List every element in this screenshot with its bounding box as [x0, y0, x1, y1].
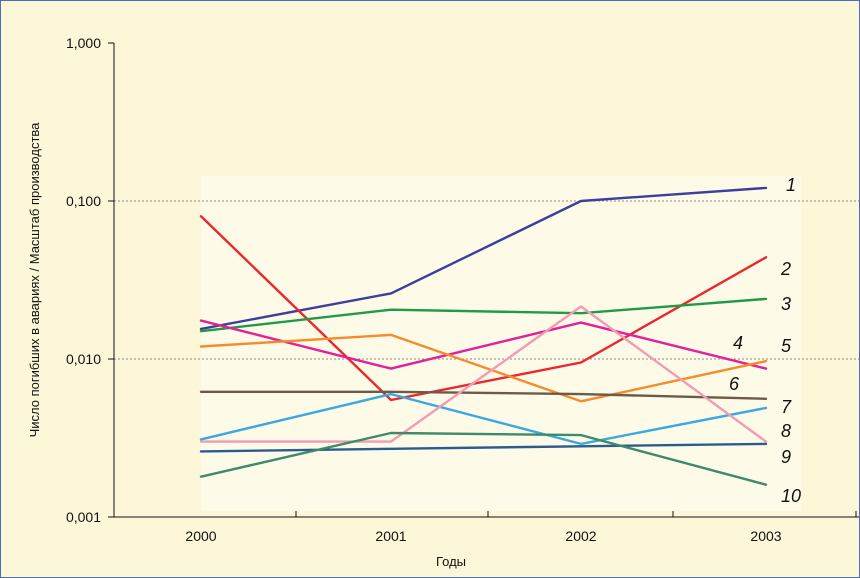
x-tick-label: 2003 — [750, 528, 781, 544]
x-ticks: 2000 2001 2002 2003 — [113, 511, 857, 544]
series-label-2: 2 — [780, 259, 791, 279]
x-tick-label: 2000 — [185, 528, 216, 544]
y-tick-label: 0,010 — [66, 351, 101, 367]
y-tick-label: 0,100 — [66, 193, 101, 209]
gridlines — [114, 200, 859, 360]
series-line-9 — [199, 442, 768, 453]
x-axis-title: Годы — [436, 554, 466, 569]
series-label-9: 9 — [781, 447, 791, 467]
series-label-5: 5 — [781, 336, 792, 356]
x-tick-label: 2002 — [565, 528, 596, 544]
series-label-7: 7 — [781, 397, 792, 417]
series-label-4: 4 — [733, 333, 743, 353]
axes — [113, 43, 859, 518]
series-line-5 — [199, 333, 768, 403]
series-label-6: 6 — [729, 374, 740, 394]
series-line-8 — [199, 305, 768, 443]
series-label-8: 8 — [781, 421, 791, 441]
y-ticks: 0,001 0,010 0,100 1,000 — [66, 35, 114, 525]
y-axis-title: Число погибших в авариях / Масштаб произ… — [27, 122, 42, 438]
series-line-3 — [199, 297, 768, 333]
series-lines — [199, 186, 768, 486]
series-line-7 — [199, 392, 768, 446]
series-line-10 — [199, 431, 768, 486]
series-line-1 — [199, 186, 768, 331]
x-tick-label: 2001 — [375, 528, 406, 544]
series-line-4 — [199, 319, 768, 370]
series-label-1: 1 — [786, 175, 796, 195]
series-label-3: 3 — [781, 294, 791, 314]
series-labels: 1 2 3 4 5 6 7 8 9 10 — [729, 175, 801, 506]
y-tick-label: 0,001 — [66, 509, 101, 525]
plot-area-highlight — [201, 176, 801, 511]
series-line-6 — [199, 390, 768, 400]
y-tick-label: 1,000 — [66, 35, 101, 51]
series-label-10: 10 — [781, 486, 801, 506]
series-line-2 — [199, 215, 768, 402]
